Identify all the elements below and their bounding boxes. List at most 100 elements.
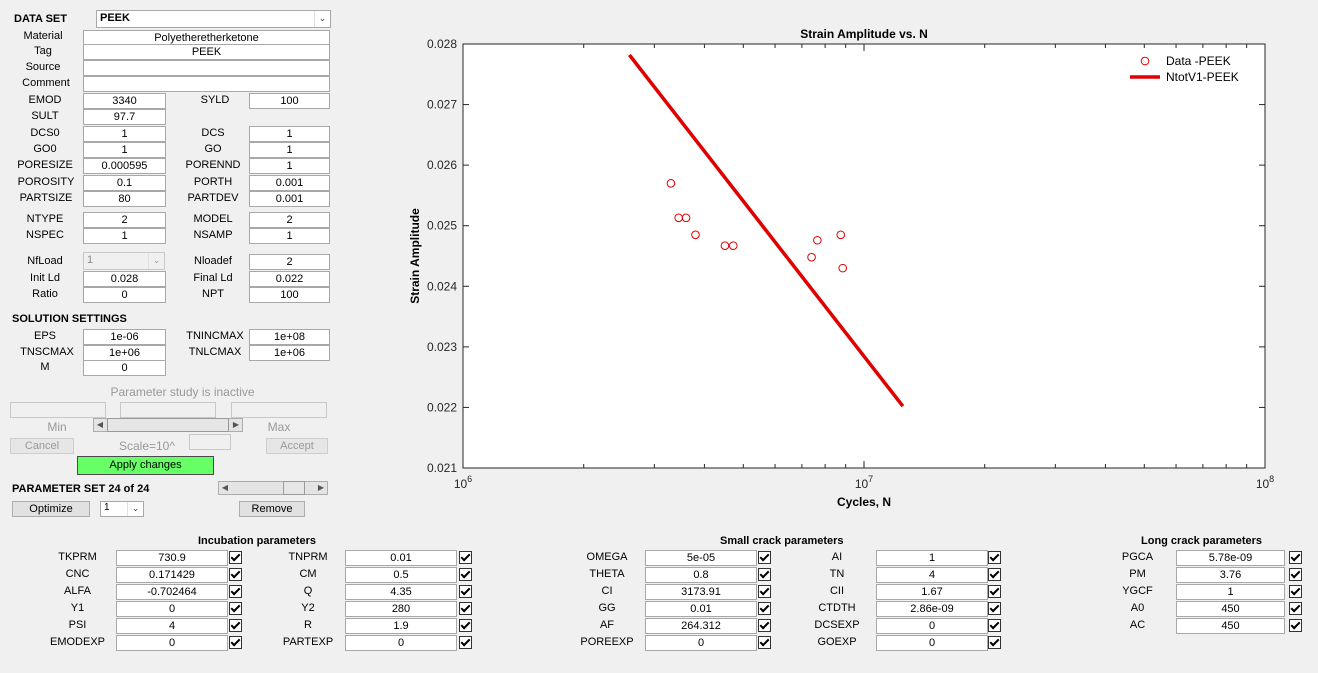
- chevron-down-icon[interactable]: ⌄: [314, 11, 330, 27]
- go0-field[interactable]: 1: [83, 142, 166, 158]
- comment-field[interactable]: [83, 76, 330, 92]
- porosity-field[interactable]: 0.1: [83, 175, 166, 191]
- source-field[interactable]: [83, 60, 330, 76]
- param-study-slider[interactable]: ◀ ▶: [93, 418, 243, 432]
- tnlcmax-field[interactable]: 1e+06: [249, 345, 330, 361]
- param-checkbox[interactable]: [459, 585, 472, 598]
- chevron-down-icon[interactable]: ⌄: [127, 502, 143, 516]
- param-field[interactable]: 264.312: [645, 618, 757, 634]
- chevron-down-icon[interactable]: ⌄: [148, 253, 164, 269]
- partdev-field[interactable]: 0.001: [249, 191, 330, 207]
- parameter-select[interactable]: 1 ⌄: [100, 501, 144, 517]
- param-checkbox[interactable]: [459, 551, 472, 564]
- param-field[interactable]: 0: [116, 635, 228, 651]
- param-field[interactable]: 1.67: [876, 584, 988, 600]
- param-field[interactable]: 5.78e-09: [1176, 550, 1285, 566]
- param-field[interactable]: 2.86e-09: [876, 601, 988, 617]
- slider-left-arrow-icon[interactable]: ◀: [96, 420, 104, 429]
- apply-changes-button[interactable]: Apply changes: [77, 456, 214, 475]
- param-checkbox[interactable]: [229, 602, 242, 615]
- param-field[interactable]: 0.01: [645, 601, 757, 617]
- param-field[interactable]: 4: [876, 567, 988, 583]
- dcs0-field[interactable]: 1: [83, 126, 166, 142]
- dcs-field[interactable]: 1: [249, 126, 330, 142]
- param-field[interactable]: 1.9: [345, 618, 457, 634]
- param-field[interactable]: 1: [876, 550, 988, 566]
- param-checkbox[interactable]: [1289, 585, 1302, 598]
- partsize-field[interactable]: 80: [83, 191, 166, 207]
- go-field[interactable]: 1: [249, 142, 330, 158]
- param-checkbox[interactable]: [229, 568, 242, 581]
- param-checkbox[interactable]: [459, 636, 472, 649]
- syld-field[interactable]: 100: [249, 93, 330, 109]
- param-checkbox[interactable]: [1289, 568, 1302, 581]
- param-checkbox[interactable]: [988, 551, 1001, 564]
- param-checkbox[interactable]: [459, 568, 472, 581]
- param-field[interactable]: 3.76: [1176, 567, 1285, 583]
- slider-thumb[interactable]: [283, 481, 306, 495]
- param-checkbox[interactable]: [459, 619, 472, 632]
- param-study-field-3[interactable]: [231, 402, 327, 418]
- emod-field[interactable]: 3340: [83, 93, 166, 109]
- param-field[interactable]: 1: [1176, 584, 1285, 600]
- param-checkbox[interactable]: [758, 602, 771, 615]
- param-field[interactable]: 0.01: [345, 550, 457, 566]
- dataset-select[interactable]: PEEK ⌄: [96, 10, 331, 28]
- initld-field[interactable]: 0.028: [83, 271, 166, 287]
- nsamp-field[interactable]: 1: [249, 228, 330, 244]
- slider-thumb[interactable]: [107, 418, 229, 432]
- remove-button[interactable]: Remove: [239, 501, 305, 517]
- param-checkbox[interactable]: [229, 585, 242, 598]
- m-field[interactable]: 0: [83, 360, 166, 376]
- slider-left-arrow-icon[interactable]: ◀: [221, 483, 229, 492]
- param-checkbox[interactable]: [229, 619, 242, 632]
- param-checkbox[interactable]: [988, 636, 1001, 649]
- param-checkbox[interactable]: [758, 551, 771, 564]
- sult-field[interactable]: 97.7: [83, 109, 166, 125]
- param-checkbox[interactable]: [1289, 602, 1302, 615]
- ntype-field[interactable]: 2: [83, 212, 166, 228]
- npt-field[interactable]: 100: [249, 287, 330, 303]
- param-field[interactable]: 3173.91: [645, 584, 757, 600]
- eps-field[interactable]: 1e-06: [83, 329, 166, 345]
- tnscmax-field[interactable]: 1e+06: [83, 345, 166, 361]
- model-field[interactable]: 2: [249, 212, 330, 228]
- param-study-field-2[interactable]: [120, 402, 216, 418]
- param-field[interactable]: 0: [876, 635, 988, 651]
- slider-right-arrow-icon[interactable]: ▶: [232, 420, 240, 429]
- param-checkbox[interactable]: [758, 619, 771, 632]
- tnincmax-field[interactable]: 1e+08: [249, 329, 330, 345]
- param-field[interactable]: 730.9: [116, 550, 228, 566]
- param-checkbox[interactable]: [758, 568, 771, 581]
- param-field[interactable]: 0.8: [645, 567, 757, 583]
- parameter-set-slider[interactable]: ◀ ▶: [218, 481, 328, 495]
- param-field[interactable]: 0: [645, 635, 757, 651]
- param-checkbox[interactable]: [459, 602, 472, 615]
- param-checkbox[interactable]: [229, 551, 242, 564]
- nspec-field[interactable]: 1: [83, 228, 166, 244]
- porth-field[interactable]: 0.001: [249, 175, 330, 191]
- param-field[interactable]: 0.171429: [116, 567, 228, 583]
- nloadef-field[interactable]: 2: [249, 254, 330, 270]
- param-field[interactable]: 4.35: [345, 584, 457, 600]
- cancel-button[interactable]: Cancel: [10, 438, 74, 454]
- param-field[interactable]: 0: [116, 601, 228, 617]
- param-field[interactable]: 450: [1176, 618, 1285, 634]
- param-field[interactable]: 0: [876, 618, 988, 634]
- optimize-button[interactable]: Optimize: [12, 501, 90, 517]
- param-checkbox[interactable]: [758, 636, 771, 649]
- nfload-select[interactable]: 1 ⌄: [83, 252, 165, 270]
- param-field[interactable]: 450: [1176, 601, 1285, 617]
- param-checkbox[interactable]: [1289, 551, 1302, 564]
- porennd-field[interactable]: 1: [249, 158, 330, 174]
- slider-right-arrow-icon[interactable]: ▶: [317, 483, 325, 492]
- ratio-field[interactable]: 0: [83, 287, 166, 303]
- param-field[interactable]: 0: [345, 635, 457, 651]
- param-checkbox[interactable]: [1289, 619, 1302, 632]
- param-field[interactable]: 280: [345, 601, 457, 617]
- param-checkbox[interactable]: [988, 585, 1001, 598]
- param-checkbox[interactable]: [229, 636, 242, 649]
- accept-button[interactable]: Accept: [266, 438, 328, 454]
- param-checkbox[interactable]: [988, 602, 1001, 615]
- param-checkbox[interactable]: [758, 585, 771, 598]
